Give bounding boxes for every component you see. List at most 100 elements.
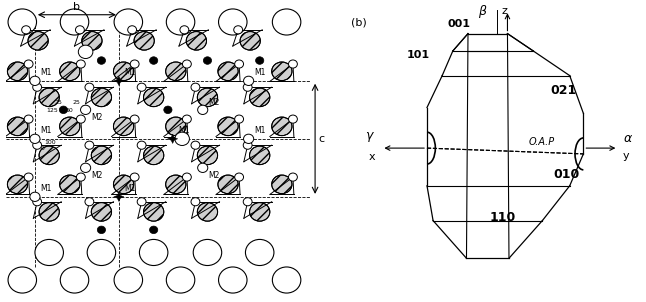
Text: M1: M1	[254, 126, 266, 135]
Circle shape	[244, 141, 252, 149]
Circle shape	[197, 203, 218, 221]
Circle shape	[7, 175, 28, 194]
Text: 110: 110	[490, 211, 516, 224]
Polygon shape	[114, 76, 124, 85]
Circle shape	[91, 203, 112, 221]
Circle shape	[114, 62, 134, 81]
Circle shape	[289, 60, 297, 68]
Circle shape	[182, 60, 191, 68]
Circle shape	[85, 83, 94, 91]
Circle shape	[191, 198, 200, 206]
Circle shape	[60, 267, 89, 293]
Text: $\beta$: $\beta$	[478, 3, 488, 20]
Circle shape	[98, 57, 105, 64]
Circle shape	[24, 60, 33, 68]
Circle shape	[91, 146, 112, 165]
Text: y: y	[623, 151, 629, 161]
Circle shape	[218, 9, 247, 35]
Circle shape	[7, 62, 28, 81]
Circle shape	[203, 57, 212, 64]
Circle shape	[272, 175, 292, 194]
Circle shape	[218, 62, 238, 81]
Circle shape	[30, 192, 40, 201]
Text: M1: M1	[40, 68, 52, 77]
Text: O.A.P: O.A.P	[528, 137, 555, 147]
Circle shape	[244, 76, 254, 85]
Text: M2: M2	[208, 171, 220, 180]
Circle shape	[244, 134, 254, 143]
Text: (b): (b)	[351, 18, 367, 28]
Circle shape	[114, 267, 143, 293]
Text: M2: M2	[208, 98, 220, 107]
Circle shape	[130, 115, 139, 123]
Circle shape	[30, 76, 40, 85]
Text: M1: M1	[124, 184, 136, 193]
Circle shape	[130, 173, 139, 181]
Text: 25: 25	[73, 100, 81, 104]
Circle shape	[24, 173, 33, 181]
Text: M2: M2	[91, 113, 102, 122]
Circle shape	[143, 203, 164, 221]
Circle shape	[164, 106, 172, 114]
Text: 0: 0	[40, 146, 44, 151]
Circle shape	[81, 163, 90, 172]
Circle shape	[272, 62, 292, 81]
Circle shape	[198, 163, 208, 172]
Circle shape	[289, 115, 297, 123]
Polygon shape	[114, 192, 124, 201]
Circle shape	[240, 31, 260, 50]
Circle shape	[273, 267, 301, 293]
Circle shape	[39, 203, 59, 221]
Circle shape	[24, 115, 33, 123]
Circle shape	[134, 31, 154, 50]
Polygon shape	[167, 134, 178, 143]
Circle shape	[166, 9, 195, 35]
Circle shape	[165, 117, 186, 136]
Circle shape	[85, 198, 94, 206]
Circle shape	[234, 60, 244, 68]
Circle shape	[218, 117, 238, 136]
Text: 25: 25	[55, 100, 63, 104]
Circle shape	[272, 117, 292, 136]
Circle shape	[218, 175, 238, 194]
Circle shape	[137, 198, 146, 206]
Circle shape	[137, 83, 146, 91]
Circle shape	[76, 115, 85, 123]
Text: $\gamma$: $\gamma$	[366, 130, 375, 144]
Circle shape	[130, 60, 139, 68]
Circle shape	[91, 88, 112, 107]
Text: x: x	[369, 153, 375, 162]
Circle shape	[180, 26, 189, 34]
Circle shape	[256, 57, 264, 64]
Circle shape	[244, 198, 252, 206]
Circle shape	[234, 173, 244, 181]
Circle shape	[82, 31, 102, 50]
Circle shape	[197, 146, 218, 165]
Circle shape	[60, 9, 89, 35]
Circle shape	[114, 9, 143, 35]
Text: $\alpha$: $\alpha$	[623, 132, 633, 145]
Circle shape	[81, 105, 90, 114]
Circle shape	[165, 62, 186, 81]
Circle shape	[87, 239, 116, 265]
Circle shape	[85, 141, 94, 149]
Circle shape	[59, 117, 80, 136]
Text: b: b	[73, 2, 80, 12]
Text: M1: M1	[40, 184, 52, 193]
Circle shape	[22, 26, 30, 34]
Circle shape	[30, 134, 40, 143]
Circle shape	[149, 226, 158, 234]
Text: 101: 101	[407, 50, 430, 60]
Circle shape	[149, 57, 158, 64]
Circle shape	[165, 175, 186, 194]
Circle shape	[198, 105, 208, 114]
Circle shape	[39, 146, 59, 165]
Circle shape	[35, 239, 63, 265]
Circle shape	[33, 83, 41, 91]
Text: M1: M1	[40, 126, 52, 135]
Circle shape	[182, 173, 191, 181]
Circle shape	[249, 146, 270, 165]
Circle shape	[249, 203, 270, 221]
Circle shape	[186, 31, 207, 50]
Circle shape	[59, 62, 80, 81]
